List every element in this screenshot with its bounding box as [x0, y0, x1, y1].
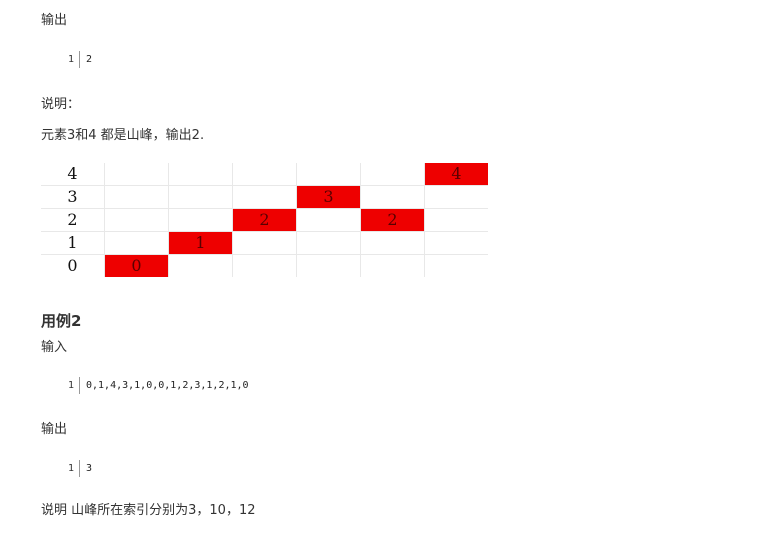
grid-cell-highlighted: 1 — [168, 231, 233, 255]
grid-cell — [104, 163, 169, 186]
grid-cell — [168, 185, 233, 209]
example-2-heading: 用例2 — [41, 312, 82, 330]
code-gutter-divider — [79, 459, 80, 477]
grid-cell — [232, 163, 297, 186]
explanation-label: 说明： — [41, 97, 81, 112]
grid-row-label: 0 — [41, 254, 105, 277]
code-block-input: 1 0,1,4,3,1,0,0,1,2,3,1,2,1,0 — [64, 376, 249, 396]
grid-row-label: 1 — [41, 231, 105, 255]
line-number: 1 — [67, 54, 74, 65]
explanation-text: 元素3和4 都是山峰，输出2. — [41, 128, 205, 143]
grid-cell-highlighted: 2 — [360, 208, 425, 232]
grid-cell — [104, 185, 169, 209]
grid-cell — [424, 185, 488, 209]
grid-cell — [168, 254, 233, 277]
final-explanation: 说明 山峰所在索引分别为3，10，12 — [41, 503, 256, 518]
grid-row-label: 3 — [41, 185, 105, 209]
grid-row-label: 2 — [41, 208, 105, 232]
grid-cell — [360, 163, 425, 186]
code-text: 2 — [86, 54, 93, 65]
grid-row-label: 4 — [41, 163, 105, 186]
code-gutter-divider — [79, 50, 80, 68]
code-gutter-divider — [79, 376, 80, 394]
grid-row: 2 2 2 — [41, 208, 488, 232]
grid-cell-highlighted: 3 — [296, 185, 361, 209]
grid-cell — [168, 208, 233, 232]
grid-cell — [360, 231, 425, 255]
grid-cell — [232, 254, 297, 277]
grid-cell — [232, 185, 297, 209]
grid-cell-highlighted: 0 — [104, 254, 169, 277]
grid-cell — [360, 185, 425, 209]
line-number: 1 — [67, 380, 74, 391]
grid-cell — [104, 208, 169, 232]
grid-cell — [424, 254, 488, 277]
grid-cell — [296, 208, 361, 232]
grid-cell — [424, 208, 488, 232]
grid-cell-highlighted: 4 — [424, 163, 488, 186]
output-label-2: 输出 — [41, 422, 68, 437]
input-label: 输入 — [41, 340, 68, 355]
grid-cell-highlighted: 2 — [232, 208, 297, 232]
grid-cell — [296, 254, 361, 277]
code-text: 0,1,4,3,1,0,0,1,2,3,1,2,1,0 — [86, 380, 249, 391]
code-text: 3 — [86, 463, 93, 474]
grid-cell — [296, 231, 361, 255]
line-number: 1 — [67, 463, 74, 474]
grid-cell — [360, 254, 425, 277]
grid-cell — [296, 163, 361, 186]
grid-cell — [168, 163, 233, 186]
output-label: 输出 — [41, 13, 68, 28]
grid-cell — [104, 231, 169, 255]
grid-cell — [424, 231, 488, 255]
grid-cell — [232, 231, 297, 255]
